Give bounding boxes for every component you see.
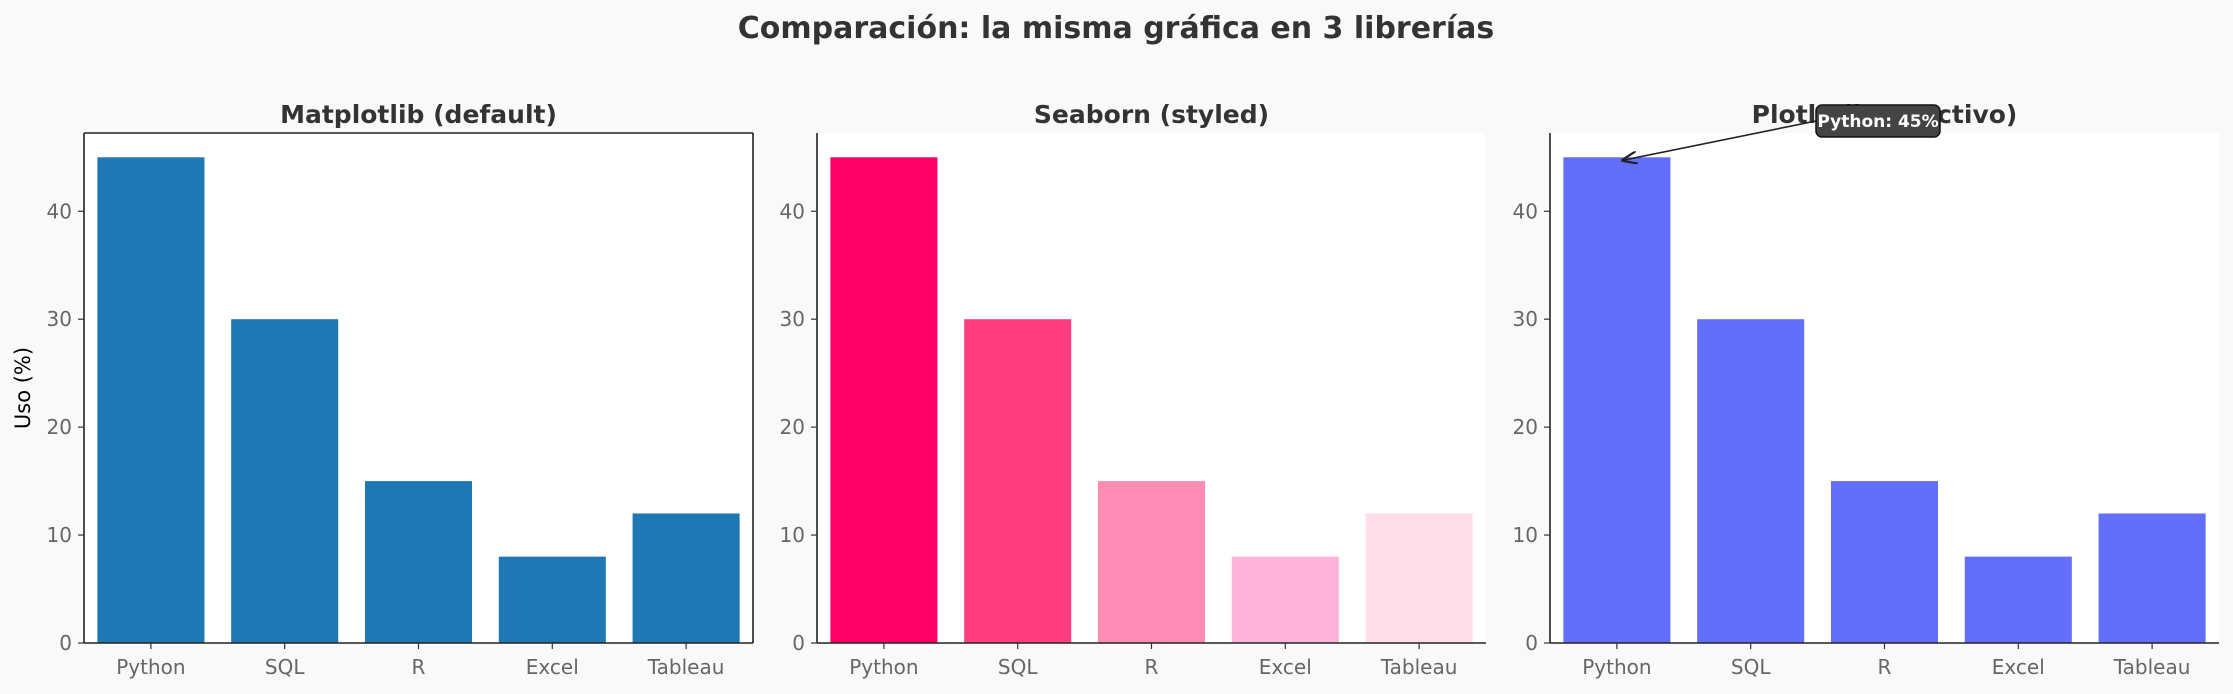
bar-sql — [1697, 319, 1805, 643]
bar-python — [97, 157, 205, 644]
bar-sql — [964, 319, 1072, 643]
panel-title: Seaborn (styled) — [1034, 100, 1269, 129]
x-tick-label-sql: SQL — [998, 655, 1038, 679]
y-axis-label: Uso (%) — [11, 347, 35, 429]
x-tick-label-r: R — [412, 655, 426, 679]
figure-title: Comparación: la misma gráfica en 3 libre… — [738, 11, 1495, 46]
panels: Matplotlib (default) 0 10 20 30 40 Python SQL R E… — [11, 100, 2219, 679]
x-tick-label-excel: Excel — [526, 655, 579, 679]
y-tick-label: 10 — [47, 523, 72, 547]
x-tick-label-sql: SQL — [1731, 655, 1771, 679]
bar-r — [1097, 481, 1206, 643]
x-tick-label-excel: Excel — [1992, 655, 2045, 679]
annotation-arrow — [1623, 120, 1817, 160]
x-tick-label-python: Python — [116, 655, 185, 679]
bar-tableau — [2098, 513, 2206, 643]
x-tick-label-sql: SQL — [265, 655, 305, 679]
x-tick-label-excel: Excel — [1259, 655, 1312, 679]
x-tick-label-python: Python — [849, 655, 918, 679]
x-tick-label-r: R — [1878, 655, 1892, 679]
annotation-box — [1815, 104, 1941, 138]
y-tick-label: 40 — [780, 199, 805, 223]
y-tick-label: 40 — [47, 199, 72, 223]
y-tick-label: 30 — [47, 307, 72, 331]
x-tick-label-r: R — [1145, 655, 1159, 679]
chart-panel-3: Plotly (interactivo)010203040PythonSQLRE… — [1513, 100, 2219, 679]
bar-r — [364, 481, 473, 643]
chart-panel-2: Seaborn (styled) 0 10 20 30 40 Python SQL R Excel… — [780, 100, 1486, 679]
y-tick-label: 0 — [1525, 631, 1538, 655]
panel-title: Matplotlib (default) — [280, 100, 557, 129]
y-tick-label: 10 — [1513, 523, 1538, 547]
annotation-label: Python: 45% — [1817, 112, 1938, 132]
x-tick-label-tableau: Tableau — [2113, 655, 2191, 679]
bar-tableau — [1365, 513, 1473, 643]
y-tick-label: 10 — [780, 523, 805, 547]
y-tick-label: 30 — [1513, 307, 1538, 331]
bar-r — [1830, 481, 1939, 643]
y-tick-label: 40 — [1513, 199, 1538, 223]
bar-excel — [1231, 556, 1339, 643]
y-tick-label: 20 — [1513, 415, 1538, 439]
y-tick-label: 30 — [780, 307, 805, 331]
bar-excel — [1964, 556, 2072, 643]
bar-python — [830, 157, 938, 644]
chart-panel-1: Matplotlib (default) 0 10 20 30 40 Python SQL R E… — [11, 100, 754, 679]
x-tick-label-tableau: Tableau — [647, 655, 725, 679]
y-tick-label: 20 — [780, 415, 805, 439]
bar-sql — [231, 319, 339, 643]
bar-python — [1563, 157, 1671, 644]
x-tick-label-python: Python — [1582, 655, 1651, 679]
bar-excel — [498, 556, 606, 643]
bar-tableau — [632, 513, 740, 643]
y-tick-label: 20 — [47, 415, 72, 439]
x-tick-label-tableau: Tableau — [1380, 655, 1458, 679]
y-tick-label: 0 — [792, 631, 805, 655]
y-tick-label: 0 — [59, 631, 72, 655]
